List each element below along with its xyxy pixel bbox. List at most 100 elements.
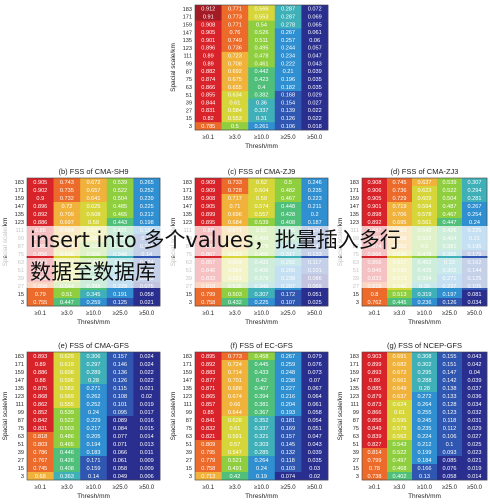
heatmap-cell xyxy=(53,298,81,307)
heatmap-cell xyxy=(248,59,276,68)
x-tick-label: ≥3.0 xyxy=(61,485,73,491)
heatmap-cell xyxy=(274,210,302,219)
heatmap-cell xyxy=(106,290,134,299)
heatmap-cell xyxy=(195,178,222,187)
cell-value-label: 0.426 xyxy=(60,458,74,464)
y-tick-label: 15 xyxy=(18,292,24,298)
heatmap-cell xyxy=(195,360,222,369)
cell-value-label: 0.058 xyxy=(443,474,457,480)
y-tick-label: 183 xyxy=(15,180,24,186)
cell-value-label: 0.132 xyxy=(281,450,295,456)
y-tick-label: 147 xyxy=(15,378,24,384)
cell-value-label: 0.017 xyxy=(140,410,154,416)
cell-value-label: 0.733 xyxy=(228,180,242,186)
cell-value-label: 0.909 xyxy=(201,180,215,186)
cell-value-label: 0.077 xyxy=(113,434,127,440)
y-tick-label: 159 xyxy=(183,370,192,376)
x-axis-label: Thresh/mm xyxy=(408,319,441,326)
x-tick-label: ≥10.0 xyxy=(254,135,270,141)
heatmap-cell xyxy=(437,368,463,377)
cell-value-label: 0.133 xyxy=(443,394,457,400)
heatmap-cell xyxy=(387,352,413,361)
y-tick-label: 63 xyxy=(353,434,359,440)
heatmap-cell xyxy=(195,432,222,441)
heatmap-cell xyxy=(362,448,388,457)
heatmap-cell xyxy=(27,472,54,481)
x-axis-label: Thresh/mm xyxy=(77,493,110,500)
cell-value-label: 0.89 xyxy=(369,378,380,384)
cell-value-label: 0.583 xyxy=(60,386,74,392)
heatmap-cell xyxy=(362,456,388,465)
cell-value-label: 0.866 xyxy=(368,410,382,416)
cell-value-label: 0.852 xyxy=(33,410,47,416)
cell-value-label: 0.682 xyxy=(393,362,407,368)
cell-value-label: 0.126 xyxy=(113,378,127,384)
heatmap-cell xyxy=(437,178,463,187)
cell-value-label: 0.103 xyxy=(281,466,295,472)
cell-value-label: 0.166 xyxy=(418,466,432,472)
heatmap-cell xyxy=(462,298,488,307)
heatmap-cell xyxy=(248,416,276,425)
heatmap-cell xyxy=(274,456,302,465)
heatmap-cell xyxy=(462,440,488,449)
cell-value-label: 0.191 xyxy=(113,292,127,298)
heatmap-cell xyxy=(248,51,276,60)
heatmap-cell xyxy=(133,360,161,369)
cell-value-label: 0.31 xyxy=(256,116,267,122)
heatmap-cell xyxy=(301,472,329,481)
cell-value-label: 0.831 xyxy=(33,426,47,432)
heatmap-cell xyxy=(221,51,249,60)
cell-value-label: 0.9 xyxy=(36,196,44,202)
cell-value-label: 0.126 xyxy=(281,116,295,122)
heatmap-cell xyxy=(195,392,222,401)
y-tick-label: 123 xyxy=(183,394,192,400)
heatmap-cell xyxy=(80,178,108,187)
cell-value-label: 0.085 xyxy=(443,458,457,464)
cell-value-label: 0.857 xyxy=(201,402,215,408)
cell-value-label: 0.257 xyxy=(281,38,295,44)
cell-value-label: 0.447 xyxy=(60,300,74,306)
heatmap-cell xyxy=(221,400,249,409)
heatmap-cell xyxy=(462,392,488,401)
heatmap-cell xyxy=(195,448,222,457)
cell-value-label: 0.443 xyxy=(113,220,127,226)
heatmap-cell xyxy=(27,464,54,473)
heatmap-cell xyxy=(195,290,222,299)
heatmap-cell xyxy=(437,408,463,417)
cell-value-label: 0.608 xyxy=(87,212,101,218)
y-tick-label: 111 xyxy=(350,402,359,408)
cell-value-label: 0.155 xyxy=(443,354,457,360)
heatmap-cell xyxy=(195,202,222,211)
cell-value-label: 0.912 xyxy=(201,7,215,13)
heatmap-cell xyxy=(195,368,222,377)
cell-value-label: 0.106 xyxy=(443,434,457,440)
cell-value-label: 0.222 xyxy=(281,61,295,67)
y-tick-label: 3 xyxy=(21,474,24,480)
cell-value-label: 0.194 xyxy=(87,442,101,448)
panel-title: (c) FSS of CMA-ZJ9 xyxy=(228,167,296,176)
heatmap-cell xyxy=(462,202,488,211)
x-tick-label: ≥0.1 xyxy=(34,311,46,317)
heatmap-cell xyxy=(248,472,276,481)
cell-value-label: 0.873 xyxy=(368,402,382,408)
overlay-band-1 xyxy=(0,226,490,256)
y-tick-label: 183 xyxy=(350,354,359,360)
cell-value-label: 0.294 xyxy=(468,188,482,194)
cell-value-label: 0.019 xyxy=(468,466,482,472)
y-tick-label: 159 xyxy=(350,370,359,376)
heatmap-cell xyxy=(437,416,463,425)
heatmap-cell xyxy=(362,194,388,203)
heatmap-cell xyxy=(362,472,388,481)
y-tick-label: 147 xyxy=(183,204,192,210)
heatmap-cell xyxy=(221,90,249,100)
x-tick-label: ≥10.0 xyxy=(86,485,102,491)
heatmap-cell xyxy=(133,186,161,195)
heatmap-cell xyxy=(387,376,413,385)
heatmap-cell xyxy=(133,472,161,481)
heatmap-cell xyxy=(195,416,222,425)
cell-value-label: 0.066 xyxy=(113,450,127,456)
heatmap-cell xyxy=(301,352,329,361)
y-tick-label: 99 xyxy=(186,62,192,68)
cell-value-label: 0.608 xyxy=(60,370,74,376)
heatmap-cell xyxy=(80,464,108,473)
